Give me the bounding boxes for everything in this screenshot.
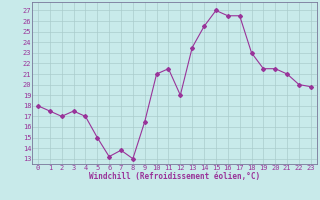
- X-axis label: Windchill (Refroidissement éolien,°C): Windchill (Refroidissement éolien,°C): [89, 172, 260, 181]
